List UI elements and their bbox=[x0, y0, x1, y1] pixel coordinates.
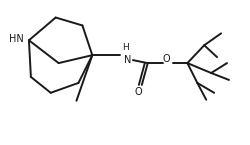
Text: H: H bbox=[122, 43, 129, 52]
Text: O: O bbox=[134, 87, 142, 97]
Text: N: N bbox=[124, 55, 132, 65]
Text: HN: HN bbox=[9, 34, 24, 44]
Text: O: O bbox=[163, 54, 170, 64]
